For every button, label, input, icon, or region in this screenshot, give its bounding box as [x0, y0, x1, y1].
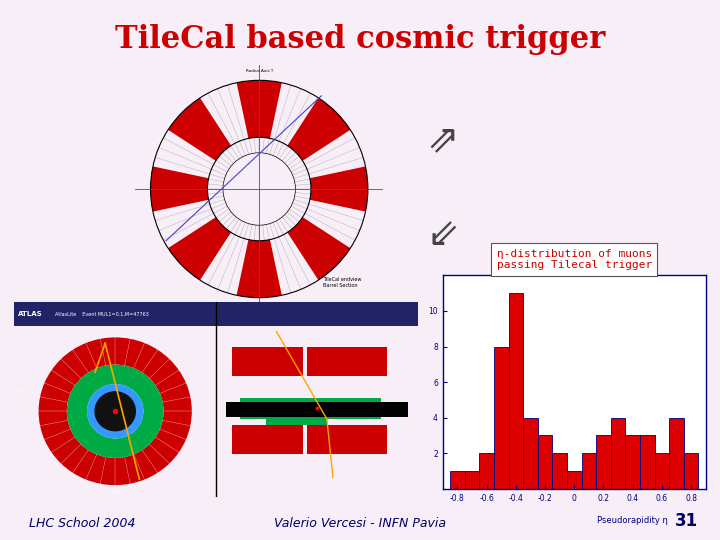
Bar [669, 417, 684, 489]
Bar [232, 347, 302, 376]
Wedge shape [310, 166, 368, 212]
Bar [508, 293, 523, 489]
Bar [464, 471, 480, 489]
Bar [684, 453, 698, 489]
Text: 4: 4 [17, 389, 19, 394]
Wedge shape [287, 217, 351, 280]
Text: Valerio Vercesi - INFN Pavia: Valerio Vercesi - INFN Pavia [274, 517, 446, 530]
Text: 31: 31 [675, 512, 698, 530]
Bar [14, 302, 418, 326]
Text: TileCal endview
Barrel Section: TileCal endview Barrel Section [323, 277, 361, 288]
Text: x-axis: x-axis [108, 489, 122, 494]
Bar [226, 402, 408, 417]
Wedge shape [237, 240, 282, 298]
Bar [582, 453, 596, 489]
Bar [567, 471, 582, 489]
Bar [240, 397, 382, 407]
Bar [450, 471, 464, 489]
Wedge shape [67, 364, 163, 458]
Bar [480, 453, 494, 489]
Text: AtlasLite    Event MUL1=0.1,M=47763: AtlasLite Event MUL1=0.1,M=47763 [55, 312, 148, 316]
Bar [654, 453, 669, 489]
Bar [494, 347, 508, 489]
Bar [307, 425, 387, 454]
Wedge shape [150, 166, 209, 212]
Bar [611, 417, 625, 489]
Text: 2: 2 [17, 409, 19, 414]
Bar [552, 453, 567, 489]
Bar [538, 435, 552, 489]
Bar [307, 347, 387, 376]
Wedge shape [39, 338, 192, 485]
Text: ⇙: ⇙ [426, 216, 459, 254]
Bar [625, 435, 640, 489]
Bar [523, 417, 538, 489]
Wedge shape [237, 80, 282, 138]
Bar [266, 419, 327, 425]
Bar [232, 425, 302, 454]
Text: TileCal based cosmic trigger: TileCal based cosmic trigger [114, 24, 606, 55]
Text: ⇗: ⇗ [426, 122, 459, 159]
Wedge shape [87, 384, 143, 438]
Bar [640, 435, 654, 489]
Bar [240, 409, 382, 419]
Text: LHC School 2004: LHC School 2004 [29, 517, 135, 530]
Wedge shape [287, 98, 351, 161]
Text: ATLAS: ATLAS [19, 311, 43, 317]
Text: Radius Axis T: Radius Axis T [246, 69, 273, 73]
Title: η-distribution of muons
passing Tilecal trigger: η-distribution of muons passing Tilecal … [497, 249, 652, 271]
X-axis label: Pseudorapidity η: Pseudorapidity η [597, 516, 667, 525]
Wedge shape [168, 217, 231, 280]
Circle shape [95, 392, 135, 431]
Bar [596, 435, 611, 489]
Wedge shape [168, 98, 231, 161]
